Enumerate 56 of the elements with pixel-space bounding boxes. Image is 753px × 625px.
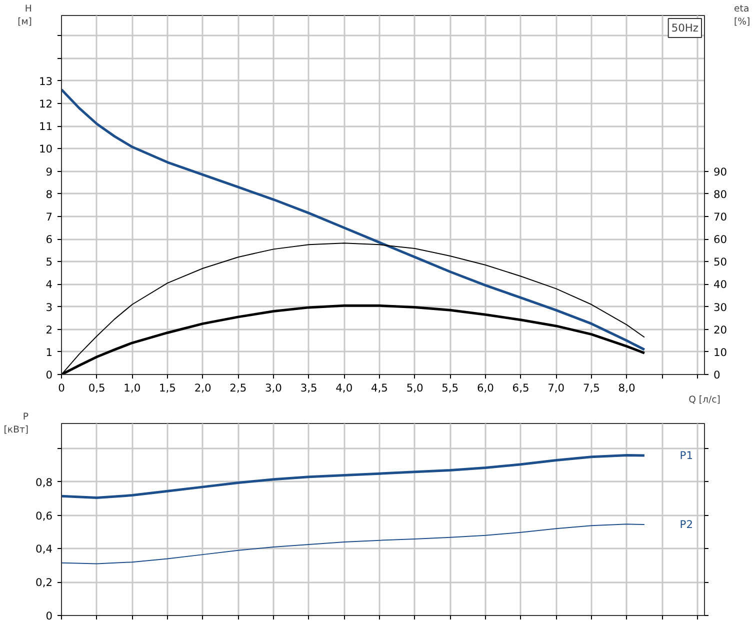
x-tick-label: 4,0 [336,382,353,394]
x-tick-label: 2,0 [194,382,212,394]
y-tick-label: 7 [46,210,52,224]
y-tick-label: 5 [46,256,52,269]
y-tick-label: 0,8 [36,476,53,489]
y-tick-label: 0,6 [36,509,53,522]
y2-tick-label: 70 [714,210,728,224]
y-tick-label: 0,4 [36,542,53,556]
y2-tick-label: 20 [714,323,728,336]
y-tick-label: 4 [46,278,53,292]
x-tick-label: 7,5 [582,382,600,394]
x-tick-label: 1,0 [124,382,141,394]
text: 50Hz [671,22,699,34]
text: P1 [680,449,693,462]
line-series [62,524,645,564]
y-tick-label: 0,2 [36,576,53,590]
y2-axis-title: eta [%] [734,3,750,28]
line-series [62,88,646,351]
y2-tick-label: 90 [714,165,728,178]
y-tick-label: 0 [46,610,53,622]
y2-tick-label: 80 [714,188,728,201]
x-tick-label: 3,5 [300,382,318,394]
x-tick-label: 2,5 [230,382,247,394]
x-tick-label: 0 [58,382,66,394]
y-tick-label: 9 [46,165,53,178]
text: P2 [680,518,693,532]
y2-tick-label: 30 [714,300,728,314]
x-tick-label: 6,5 [512,382,530,394]
x-tick-label: 0,5 [88,382,106,394]
y-tick-label: 11 [38,120,53,134]
line-series [62,454,646,500]
y-tick-label: 0 [46,368,53,382]
y-tick-label: 8 [46,188,53,201]
y-tick-label: 6 [46,233,53,246]
y2-tick-label: 10 [714,346,728,359]
x-tick-label: 5,0 [406,382,424,394]
x-axis-title: Q [л/с] [688,394,720,406]
x-tick-label: 5,5 [442,382,459,394]
y-tick-label: 13 [38,74,53,88]
x-tick-label: 1,5 [159,382,176,394]
y2-tick-label: 60 [714,233,728,246]
y-tick-label: 3 [46,300,52,314]
y2-tick-label: 50 [714,256,728,269]
y-tick-label: 2 [46,323,52,336]
x-tick-label: 7,0 [548,382,565,394]
y2-tick-label: 0 [714,368,720,382]
y2-tick-label: 40 [714,278,728,292]
y-tick-label: 12 [38,98,53,111]
x-tick-label: 8,0 [618,382,636,394]
x-tick-label: 4,5 [370,382,388,394]
y-tick-label: 10 [38,142,53,156]
y-axis-title: P [кВт] [4,411,29,436]
x-tick-label: 3,0 [265,382,282,394]
y-tick-label: 1 [46,346,52,359]
y-axis-title: H [м] [18,3,32,28]
x-tick-label: 6,0 [476,382,494,394]
